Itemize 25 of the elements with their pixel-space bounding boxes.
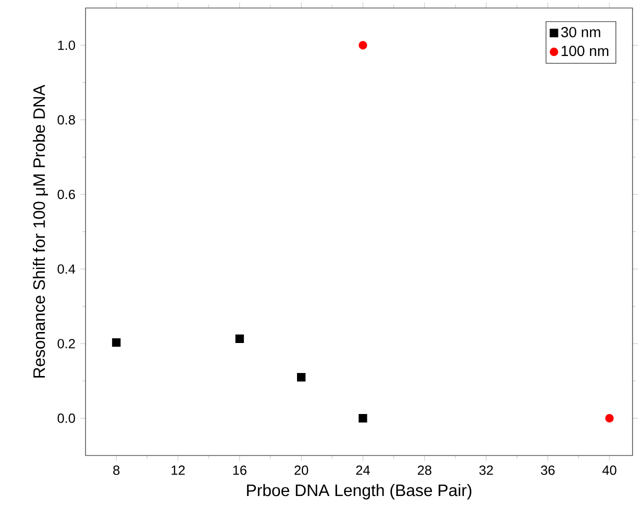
point bbox=[297, 372, 306, 382]
y-tick-label: 0.6 bbox=[58, 190, 75, 200]
legend-label: 100 nm bbox=[562, 46, 608, 56]
y-axis-title: Resonance Shift for 100 μM Probe DNA bbox=[32, 84, 48, 378]
x-tick-label: 36 bbox=[540, 465, 555, 475]
y-tick-label: 1.0 bbox=[58, 40, 76, 50]
y-tick-label: 0.8 bbox=[58, 115, 75, 124]
point bbox=[112, 338, 121, 347]
x-tick-label: 20 bbox=[294, 465, 308, 475]
x-tick-label: 32 bbox=[479, 465, 493, 475]
point bbox=[235, 334, 244, 343]
point bbox=[358, 40, 368, 50]
x-tick-label: 16 bbox=[233, 465, 246, 475]
x-tick-label: 12 bbox=[172, 465, 185, 475]
legend-label: 30 nm bbox=[561, 26, 600, 38]
point bbox=[605, 414, 614, 422]
y-tick-label: 0.0 bbox=[58, 413, 76, 423]
x-tick-label: 8 bbox=[113, 465, 120, 475]
x-axis-title: Prboe DNA Length (Base Pair) bbox=[247, 484, 472, 500]
x-tick-label: 28 bbox=[418, 465, 432, 475]
y-tick-label: 0.4 bbox=[58, 264, 76, 274]
y-tick-label: 0.2 bbox=[58, 338, 75, 348]
point bbox=[358, 414, 368, 422]
x-tick-label: 40 bbox=[602, 465, 616, 475]
x-tick-label: 24 bbox=[356, 465, 370, 475]
